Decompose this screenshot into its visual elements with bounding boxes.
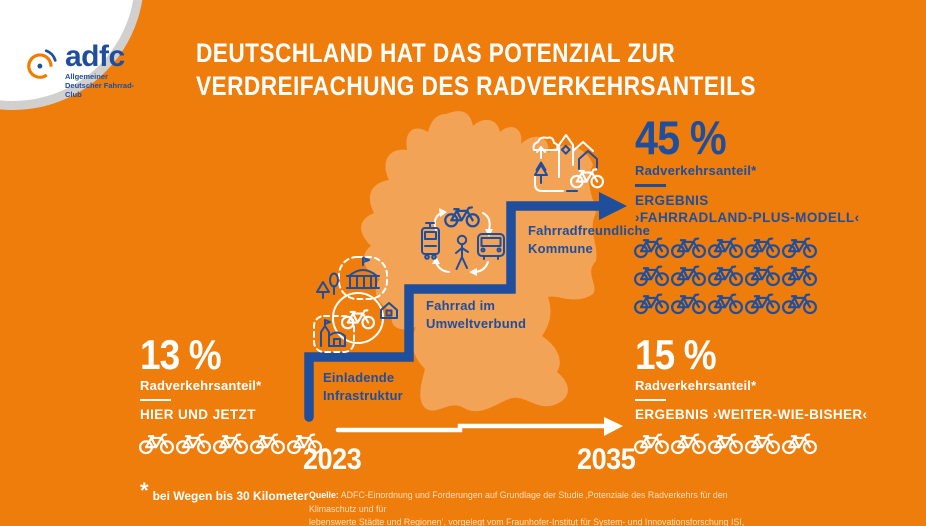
infrastructure-icon	[313, 256, 398, 353]
bicycle-icon	[444, 206, 480, 228]
bicycle-icon	[744, 291, 781, 315]
bike-circle-icon	[332, 292, 384, 344]
bicycle-icon	[212, 431, 249, 455]
bicycle-icon	[707, 235, 744, 259]
bicycle-icon	[781, 291, 818, 315]
bicycle-icon	[781, 431, 818, 455]
town-hall-icon	[346, 257, 380, 289]
bicycle-icon	[744, 235, 781, 259]
source-note: Quelle: ADFC-Einordnung und Forderungen …	[309, 489, 754, 526]
step-label-umweltverbund: Fahrrad im Umweltverbund	[426, 298, 527, 331]
timeline-start-year: 2023	[303, 443, 362, 476]
bicycle-icon	[633, 431, 670, 455]
umweltverbund-icon	[421, 206, 505, 276]
footnote: * bei Wegen bis 30 Kilometer	[140, 478, 309, 504]
stat-current-result: HIER UND JETZT	[140, 407, 256, 423]
bike-pictogram-grid	[633, 235, 820, 315]
brand-subtitle: Allgemeiner Deutscher Fahrrad-Club	[65, 71, 135, 100]
bicycle-icon	[744, 263, 781, 287]
bicycle-icon	[670, 235, 707, 259]
kommune-icon	[532, 134, 605, 192]
bicycle-icon	[249, 431, 286, 455]
source-line-1: ADFC-Einordnung und Forderungen auf Grun…	[309, 490, 728, 514]
tram-icon	[421, 222, 440, 260]
bicycle-icon	[340, 309, 376, 330]
house-icon	[578, 150, 598, 170]
stat-plus-result: ERGEBNIS ›FAHRRADLAND-PLUS-MODELL‹	[635, 192, 860, 226]
stat-baseline-result: ERGEBNIS ›WEITER-WIE-BISHER‹	[635, 407, 868, 423]
stat-baseline-value: 15 %	[635, 331, 717, 378]
cycle-arrow-icon	[469, 268, 477, 276]
bicycle-icon	[744, 431, 781, 455]
divider	[635, 398, 666, 402]
stat-baseline-label: Radverkehrsanteil*	[635, 377, 757, 393]
adfc-wheel-icon	[27, 49, 57, 79]
bicycle-icon	[633, 235, 670, 259]
bicycle-icon	[670, 263, 707, 287]
page-title: DEUTSCHLAND HAT DAS POTENZIAL ZUR VERDRE…	[196, 37, 756, 103]
bike-pictogram-row	[633, 431, 867, 455]
trees-icon	[316, 272, 339, 299]
bicycle-icon	[633, 263, 670, 287]
title-line-1: DEUTSCHLAND HAT DAS POTENZIAL ZUR	[196, 38, 676, 68]
bicycle-icon	[175, 431, 212, 455]
bus-icon	[477, 233, 505, 260]
bicycle-icon	[633, 291, 670, 315]
stat-plus-model: 45 % Radverkehrsanteil* ERGEBNIS ›FAHRRA…	[633, 111, 860, 315]
church-tower-icon	[558, 134, 594, 178]
title-line-2: VERDREIFACHUNG DES RADVERKEHRSANTEILS	[196, 70, 756, 101]
step-label-infrastruktur: Einladende Infrastruktur	[323, 370, 403, 403]
stat-current-value: 13 %	[140, 331, 222, 378]
bicycle-icon	[781, 263, 818, 287]
bicycle-icon	[707, 431, 744, 455]
tree-icon	[534, 161, 548, 184]
cloud-icon	[532, 136, 559, 151]
bike-pictogram-row	[138, 431, 323, 455]
cycle-arrow-icon	[439, 208, 447, 217]
stat-baseline: 15 % Radverkehrsanteil* ERGEBNIS ›WEITER…	[633, 331, 868, 455]
stat-current: 13 % Radverkehrsanteil* HIER UND JETZT	[138, 331, 323, 455]
bicycle-icon	[707, 291, 744, 315]
stat-current-label: Radverkehrsanteil*	[140, 377, 262, 393]
asterisk-icon: *	[140, 478, 149, 503]
bicycle-icon	[670, 431, 707, 455]
source-label: Quelle:	[309, 490, 339, 500]
bicycle-icon	[569, 168, 605, 189]
bicycle-icon	[707, 263, 744, 287]
step-label-kommune: Fahrradfreundliche Kommune	[528, 223, 651, 256]
brand-name: adfc	[65, 40, 125, 73]
stat-plus-value: 45 %	[635, 111, 727, 164]
source-line-2: lebenswerte Städte und Regionen’, vorgel…	[309, 517, 745, 526]
bicycle-icon	[781, 235, 818, 259]
timeline-end-year: 2035	[577, 443, 636, 476]
road-line-icon	[534, 176, 564, 192]
bicycle-icon	[670, 291, 707, 315]
divider	[635, 184, 666, 187]
bicycle-icon	[138, 431, 175, 455]
pedestrian-icon	[455, 234, 469, 270]
adfc-logo: adfc Allgemeiner Deutscher Fahrrad-Club	[24, 40, 145, 100]
growth-arrow-icon	[536, 146, 546, 159]
divider	[140, 398, 171, 402]
stat-plus-label: Radverkehrsanteil*	[635, 163, 757, 179]
footnote-text: bei Wegen bis 30 Kilometer	[152, 489, 309, 503]
